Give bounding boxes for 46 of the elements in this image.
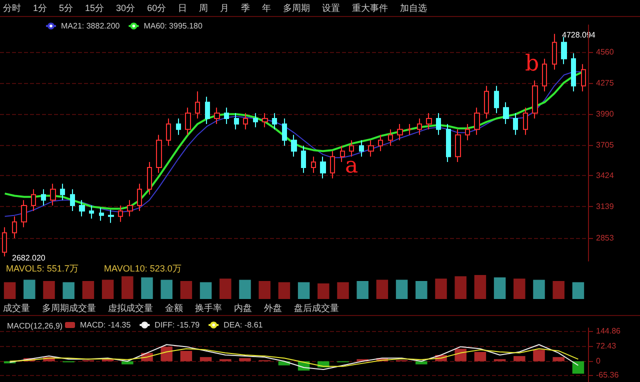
y-tick-label: 2853 [596, 233, 614, 242]
y-tick-label: 72.43 [596, 342, 617, 351]
text: 虚拟成交量 [107, 302, 154, 314]
y-tick-label: 3705 [596, 140, 614, 150]
text: 成交量 [2, 302, 31, 314]
text: MAVOL5: 551.7万 [6, 264, 78, 274]
text: 60分 [146, 2, 168, 14]
text: MAVOL10: 523.0万 [104, 264, 182, 274]
y-tick-label: 3424 [596, 171, 614, 180]
text: 换手率 [194, 302, 223, 314]
legend-label: DIFF: -15.79 [154, 320, 200, 330]
text: 盘后成交量 [293, 302, 340, 314]
y-tick-label: 144.86 [596, 326, 622, 336]
annotation: 4728.094 [562, 30, 596, 40]
y-tick-label: -65.36 [596, 370, 620, 380]
text: 内盘 [233, 302, 253, 314]
text: 日 [177, 2, 188, 14]
text: 15分 [84, 2, 106, 14]
y-tick-label: 0 [596, 356, 601, 366]
text: 金额 [164, 302, 184, 314]
text: 多周期成交量 [41, 302, 97, 314]
text: 5分 [58, 2, 74, 14]
text: 1分 [32, 2, 48, 14]
y-tick-label: 4560 [596, 48, 614, 57]
text: 月 [219, 2, 230, 14]
text: 重大事件 [351, 2, 390, 14]
text: 设置 [321, 2, 342, 14]
annotation: b [525, 52, 540, 76]
text: 外盘 [263, 302, 283, 314]
chart-title: MACD(12,26,9) [7, 322, 63, 330]
y-tick-label: 3990 [596, 110, 614, 119]
y-tick-label: 3139 [596, 202, 614, 212]
legend-label: MA60: 3995.180 [144, 22, 203, 30]
text: 季 [240, 2, 252, 14]
text: 周 [198, 2, 210, 14]
legend-label: DEA: -8.61 [224, 320, 264, 330]
text: 年 [261, 2, 272, 14]
text: 多周期 [282, 2, 312, 14]
annotation: a [345, 154, 358, 178]
legend-label: MA21: 3882.200 [61, 22, 120, 30]
text: 加自选 [399, 2, 428, 14]
text: 30分 [115, 2, 136, 14]
legend-label: MACD: -14.35 [80, 320, 132, 330]
text: 分时 [2, 2, 22, 14]
y-tick-label: 4275 [596, 78, 614, 88]
annotation: 2682.020 [12, 254, 46, 262]
